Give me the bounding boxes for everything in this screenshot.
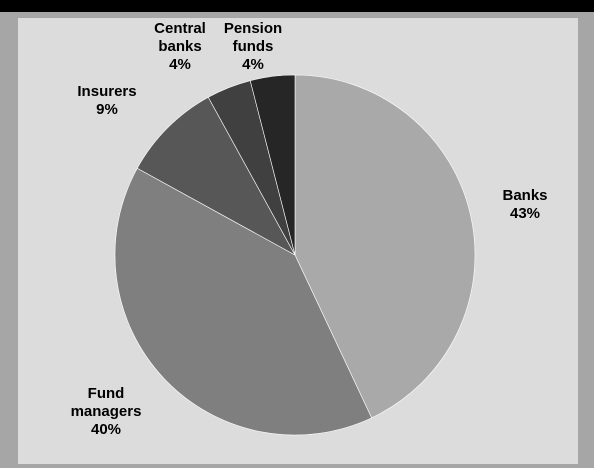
pie-slice-pension-funds: [249, 74, 296, 256]
pie-slice-insurers: [136, 96, 296, 256]
data-label-fund-managers: Fund managers 40%: [71, 385, 142, 438]
data-label-pension-funds: Pension funds 4%: [224, 20, 282, 73]
pie-slice-banks: [294, 74, 476, 419]
data-label-central-banks: Central banks 4%: [154, 20, 206, 73]
data-label-banks: Banks 43%: [502, 187, 547, 222]
data-label-insurers: Insurers 9%: [77, 83, 136, 118]
pie-slice-fund-managers: [114, 167, 373, 436]
chart-title-bar: [0, 0, 594, 12]
